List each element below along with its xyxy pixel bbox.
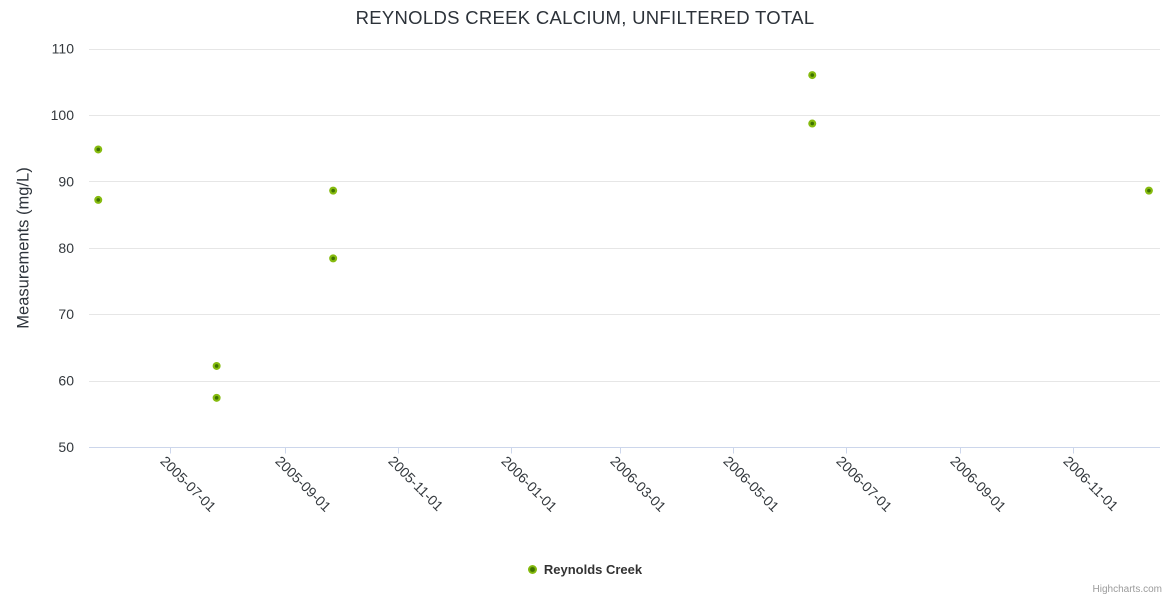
y-axis-label: 90 — [58, 173, 74, 189]
credits-link[interactable]: Highcharts.com — [1092, 584, 1162, 595]
y-axis-label: 50 — [58, 439, 74, 455]
x-axis-label: 2005-07-01 — [157, 453, 219, 515]
x-axis-label: 2006-03-01 — [607, 453, 669, 515]
data-point[interactable] — [329, 254, 338, 263]
x-axis-label: 2006-07-01 — [833, 453, 895, 515]
legend-label: Reynolds Creek — [543, 562, 643, 577]
y-axis-label: 70 — [58, 306, 74, 322]
legend-item[interactable]: Reynolds Creek — [0, 562, 1170, 577]
x-axis-label: 2005-09-01 — [272, 453, 334, 515]
x-axis-label: 2006-11-01 — [1060, 453, 1121, 514]
data-point[interactable] — [212, 393, 221, 402]
data-point[interactable] — [212, 361, 221, 370]
legend-marker-icon — [527, 565, 537, 574]
y-axis-label: 110 — [52, 41, 75, 57]
x-axis-label: 2006-09-01 — [947, 453, 1009, 515]
x-axis-label: 2006-05-01 — [720, 453, 782, 515]
data-point[interactable] — [808, 119, 817, 128]
y-axis-title: Measurements (mg/L) — [14, 167, 33, 329]
x-axis-label: 2006-01-01 — [498, 453, 560, 515]
x-axis-label: 2005-11-01 — [385, 453, 446, 514]
chart-title: REYNOLDS CREEK CALCIUM, UNFILTERED TOTAL — [355, 7, 815, 28]
data-point[interactable] — [808, 71, 817, 80]
y-axis-label: 80 — [58, 240, 74, 256]
data-point[interactable] — [329, 186, 338, 195]
data-point[interactable] — [94, 145, 103, 154]
y-axis-label: 100 — [51, 107, 75, 123]
data-point[interactable] — [94, 195, 103, 204]
y-axis-label: 60 — [58, 373, 74, 389]
data-point[interactable] — [1144, 186, 1153, 195]
